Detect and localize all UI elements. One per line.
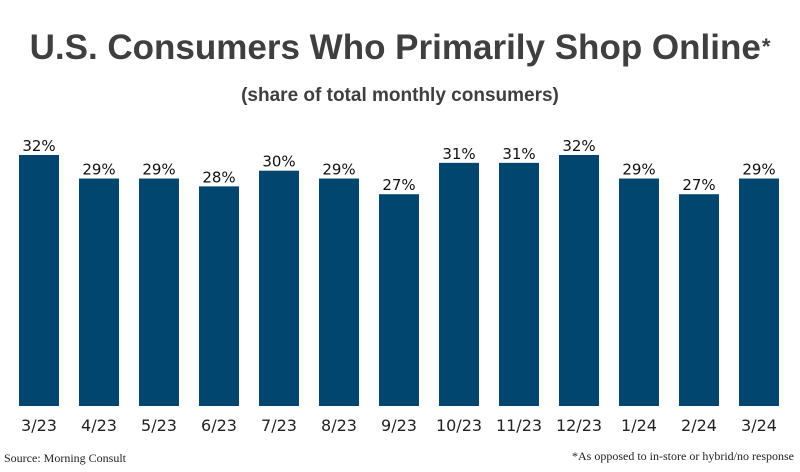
bar-4/23 bbox=[79, 178, 119, 406]
source-note: Source: Morning Consult bbox=[4, 451, 126, 465]
x-tick-label-2/24: 2/24 bbox=[681, 416, 717, 435]
value-label-9/23: 27% bbox=[382, 176, 415, 194]
x-tick-label-4/23: 4/23 bbox=[81, 416, 117, 435]
x-tick-label-11/23: 11/23 bbox=[496, 416, 542, 435]
chart-subtitle: (share of total monthly consumers) bbox=[241, 85, 559, 106]
x-tick-label-1/24: 1/24 bbox=[621, 416, 657, 435]
footnote: *As opposed to in-store or hybrid/no res… bbox=[572, 449, 794, 463]
chart-title: U.S. Consumers Who Primarily Shop Online… bbox=[0, 30, 800, 65]
bar-2/24 bbox=[679, 194, 719, 406]
value-label-3/24: 29% bbox=[742, 161, 775, 179]
x-tick-label-3/24: 3/24 bbox=[741, 416, 777, 435]
value-label-1/24: 29% bbox=[622, 161, 655, 179]
bar-1/24 bbox=[619, 178, 659, 406]
x-tick-label-10/23: 10/23 bbox=[436, 416, 482, 435]
value-labels-group: 32% 29% 29% 28% 30% 29% 27% 31% 31% 32% 29% 27% 29% bbox=[22, 137, 775, 194]
bar-3/23 bbox=[19, 155, 59, 406]
value-label-10/23: 31% bbox=[442, 145, 475, 163]
value-label-5/23: 29% bbox=[142, 161, 175, 179]
value-label-7/23: 30% bbox=[262, 153, 295, 171]
x-tick-label-9/23: 9/23 bbox=[381, 416, 417, 435]
title-footnote-marker: * bbox=[761, 34, 771, 59]
value-label-6/23: 28% bbox=[202, 168, 235, 186]
value-label-11/23: 31% bbox=[502, 145, 535, 163]
x-tick-label-3/23: 3/23 bbox=[21, 416, 57, 435]
x-tick-label-6/23: 6/23 bbox=[201, 416, 237, 435]
value-label-2/24: 27% bbox=[682, 176, 715, 194]
bar-11/23 bbox=[499, 162, 539, 406]
chart-title-text: U.S. Consumers Who Primarily Shop Online bbox=[29, 28, 761, 67]
x-tick-label-5/23: 5/23 bbox=[141, 416, 177, 435]
bar-7/23 bbox=[259, 170, 299, 406]
bar-8/23 bbox=[319, 178, 359, 406]
value-label-3/23: 32% bbox=[22, 137, 55, 155]
bar-9/23 bbox=[379, 194, 419, 406]
x-tick-label-12/23: 12/23 bbox=[556, 416, 602, 435]
bar-3/24 bbox=[739, 178, 779, 406]
value-label-4/23: 29% bbox=[82, 161, 115, 179]
bar-10/23 bbox=[439, 162, 479, 406]
bar-5/23 bbox=[139, 178, 179, 406]
x-tick-label-7/23: 7/23 bbox=[261, 416, 297, 435]
bars-group bbox=[19, 155, 779, 406]
value-label-8/23: 29% bbox=[322, 161, 355, 179]
x-tick-label-8/23: 8/23 bbox=[321, 416, 357, 435]
value-label-12/23: 32% bbox=[562, 137, 595, 155]
bar-6/23 bbox=[199, 186, 239, 406]
bar-12/23 bbox=[559, 155, 599, 406]
x-axis-labels-group: 3/23 4/23 5/23 6/23 7/23 8/23 9/23 10/23 11/23 12… bbox=[21, 416, 777, 435]
